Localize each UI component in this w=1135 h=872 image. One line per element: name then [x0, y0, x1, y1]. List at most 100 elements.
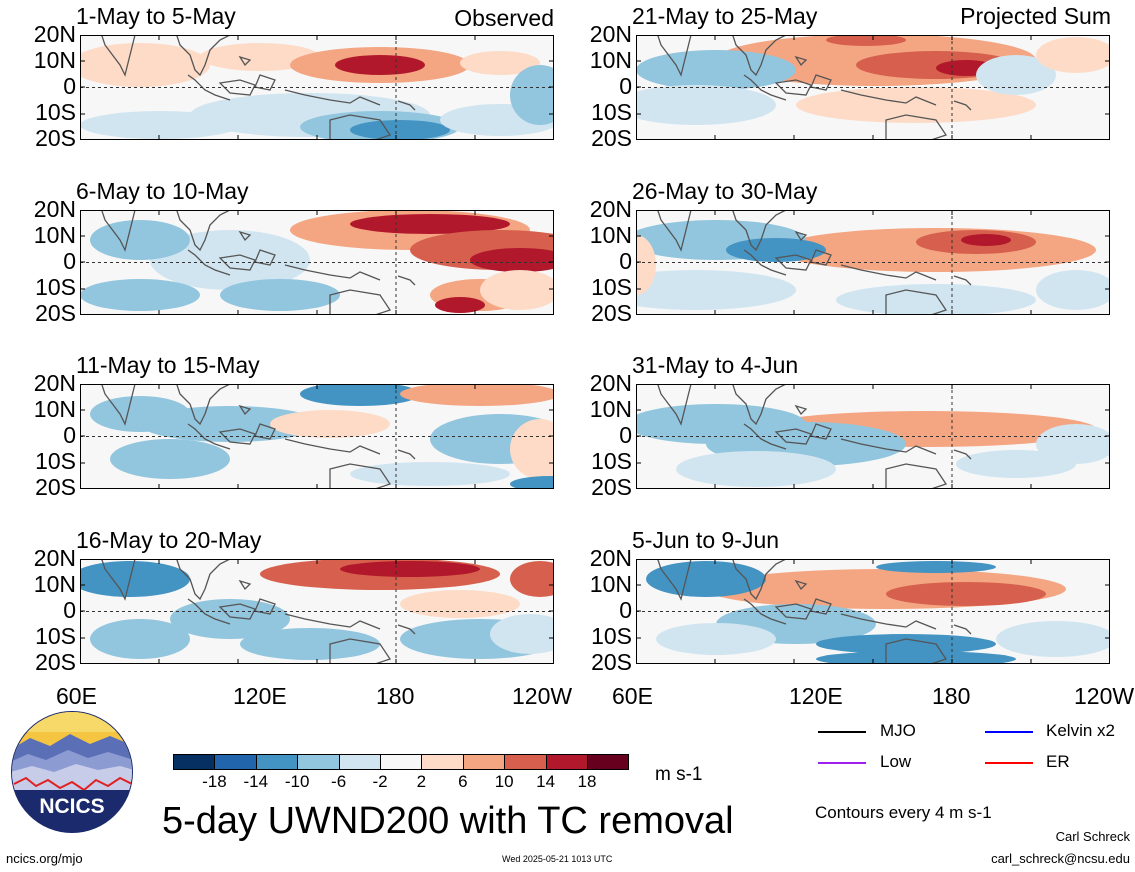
colorbar-swatch [462, 754, 506, 770]
latitude-label: 20S [35, 125, 76, 151]
map-panel-observed-4 [80, 559, 554, 664]
latitude-label: 20S [35, 300, 76, 326]
panel-title: 6-May to 10-May [76, 178, 249, 204]
wind-anomaly-map [80, 210, 554, 315]
lon-label-60e-left: 60E [56, 683, 97, 709]
latitude-label: 0 [63, 422, 76, 448]
ncics-logo: NCICS [11, 711, 133, 833]
latitude-label: 20N [589, 545, 632, 571]
latitude-label: 20S [35, 474, 76, 500]
colorbar-swatch [173, 754, 216, 770]
wind-anomaly-map [636, 559, 1110, 664]
latitude-label: 10N [33, 396, 76, 422]
colorbar-tick-label: 18 [577, 772, 597, 791]
colorbar-tick-label: 6 [458, 772, 468, 791]
colorbar-swatch [504, 754, 547, 770]
wind-anomaly-map [636, 384, 1110, 489]
latitude-label: 10S [35, 448, 76, 474]
anomaly-shading [80, 43, 554, 140]
lon-label-180-right: 180 [932, 683, 971, 709]
wind-anomaly-map [80, 559, 554, 664]
latitude-label: 20S [591, 649, 632, 675]
latitude-label: 10N [589, 222, 632, 248]
observed-label: Observed [454, 5, 554, 31]
latitude-label: 10S [35, 99, 76, 125]
map-panel-projected-1 [636, 35, 1110, 140]
colorbar-swatch [338, 754, 381, 770]
lon-label-120w-left: 120W [512, 683, 573, 709]
colorbar-swatch [545, 754, 588, 770]
lon-label-60e-right: 60E [612, 683, 653, 709]
latitude-label: 20N [589, 196, 632, 222]
map-panel-observed-3 [80, 384, 554, 489]
footer-email: carl_schreck@ncsu.edu [991, 851, 1130, 866]
latitude-label: 10S [35, 623, 76, 649]
footer-author: Carl Schreck [1055, 829, 1130, 844]
footer-url: ncics.org/mjo [6, 851, 83, 866]
coastline-outline [656, 35, 972, 140]
latitude-label: 0 [619, 422, 632, 448]
latitude-label: 0 [619, 597, 632, 623]
wind-anomaly-map [80, 35, 554, 140]
panel-title: 21-May to 25-May [632, 3, 818, 29]
colorbar-tick-label: -18 [202, 772, 227, 791]
colorbar-tick-label: -2 [372, 772, 388, 791]
colorbar-swatch [380, 754, 423, 770]
lon-label-120e-right: 120E [789, 683, 843, 709]
panel-title: 16-May to 20-May [76, 527, 262, 553]
latitude-label: 20N [33, 21, 76, 47]
latitude-label: 10N [589, 396, 632, 422]
lon-label-180-left: 180 [376, 683, 415, 709]
anomaly-shading [80, 559, 554, 660]
contours-note: Contours every 4 m s-1 [815, 803, 992, 822]
map-panel-projected-3 [636, 384, 1110, 489]
coastline-outline [100, 210, 416, 315]
latitude-label: 0 [63, 248, 76, 274]
colorbar-units: m s-1 [655, 764, 703, 785]
map-panel-projected-2 [636, 210, 1110, 315]
wind-anomaly-map [636, 35, 1110, 140]
latitude-label: 20S [591, 125, 632, 151]
coastline-outline [656, 210, 972, 315]
latitude-label: 10N [33, 47, 76, 73]
legend-line-mjo [818, 731, 866, 733]
latitude-label: 10S [591, 99, 632, 125]
panel-title: 11-May to 15-May [76, 352, 260, 378]
anomaly-shading [90, 384, 554, 489]
legend-label-er: ER [1046, 752, 1070, 771]
latitude-label: 10S [591, 623, 632, 649]
latitude-label: 20S [591, 474, 632, 500]
latitude-label: 10N [33, 222, 76, 248]
anomaly-shading [636, 35, 1110, 125]
map-panel-observed-2 [80, 210, 554, 315]
latitude-label: 0 [619, 248, 632, 274]
colorbar-tick-label: -14 [243, 772, 269, 791]
latitude-label: 0 [619, 73, 632, 99]
latitude-label: 20N [589, 21, 632, 47]
coastline-outline [100, 559, 416, 664]
colorbar-tick-label: 10 [494, 772, 514, 791]
legend-line-kelvin [985, 731, 1033, 733]
map-panel-observed-1 [80, 35, 554, 140]
latitude-label: 20N [33, 545, 76, 571]
colorbar-swatch [214, 754, 257, 770]
latitude-label: 10N [33, 571, 76, 597]
lon-label-120e-left: 120E [233, 683, 287, 709]
coastline-outline [100, 384, 416, 489]
coastline-outline [656, 559, 972, 664]
map-panel-projected-4 [636, 559, 1110, 664]
latitude-label: 10N [589, 571, 632, 597]
latitude-label: 0 [63, 73, 76, 99]
latitude-label: 10S [591, 274, 632, 300]
latitude-label: 20N [589, 370, 632, 396]
colorbar-swatch [297, 754, 340, 770]
figure-title: 5-day UWND200 with TC removal [162, 800, 734, 842]
latitude-label: 10S [35, 274, 76, 300]
colorbar-tick-label: 14 [536, 772, 556, 791]
colorbar-swatch [421, 754, 464, 770]
anomaly-shading [636, 404, 1110, 487]
latitude-label: 20N [33, 370, 76, 396]
legend-label-low: Low [880, 752, 912, 771]
latitude-label: 20S [591, 300, 632, 326]
latitude-label: 10S [591, 448, 632, 474]
